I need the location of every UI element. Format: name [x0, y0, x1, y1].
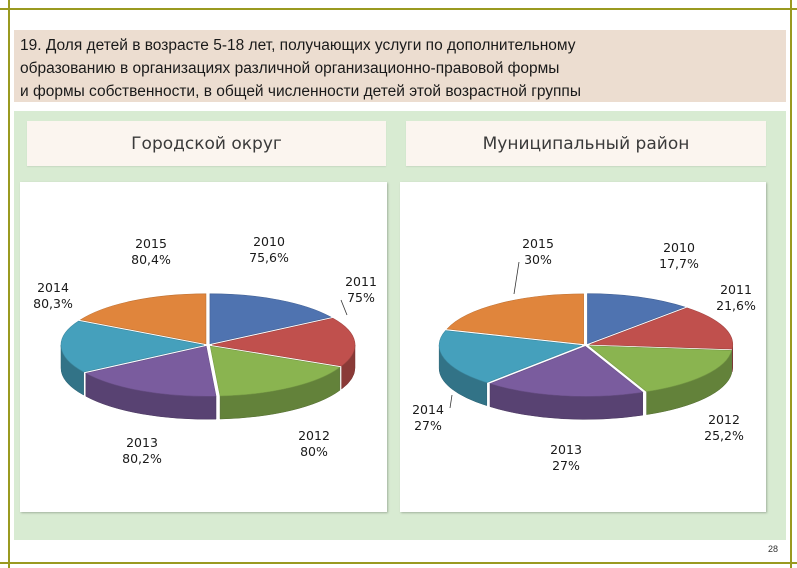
chart-area-city-district: 2010 75,6% 2011 75% 2012 80% 2013 80,2% 2014 80,3…: [20, 182, 387, 512]
slice-label-year-2014: 2014: [37, 280, 69, 295]
leader-line-2014: [449, 394, 453, 409]
pie-slice-2014: [60, 320, 205, 373]
slice-label-value-2011: 21,6%: [716, 298, 756, 313]
slice-label-year-2012: 2012: [298, 428, 330, 443]
pie-slice-2013: [489, 346, 644, 397]
pie-chart-municipal-district: 201017,7%201121,6%201225,2%201327%201427…: [412, 236, 756, 473]
chart-header-municipal-district: Муниципальный район: [406, 121, 766, 166]
slice-label-value-2010: 17,7%: [659, 256, 699, 271]
slice-label-year-2011: 2011: [345, 274, 377, 289]
title-line-1: 19. Доля детей в возрасте 5-18 лет, полу…: [20, 37, 576, 54]
left-decor-line: [8, 0, 10, 568]
slice-label-value-2011: 75%: [347, 290, 375, 305]
slice-label-year-2015: 2015: [135, 236, 167, 251]
footer: 28: [14, 540, 786, 560]
slice-label-value-2013: 27%: [552, 458, 580, 473]
pie-slice-2012: [588, 345, 733, 392]
leader-line-2015: [513, 261, 520, 295]
bottom-decor-line: [0, 562, 797, 564]
pie-slice-2014: [438, 330, 583, 383]
slice-label-value-2012: 25,2%: [704, 428, 744, 443]
pie-slice-2011: [211, 317, 356, 367]
slice-label-value-2013: 80,2%: [122, 451, 162, 466]
slice-label-year-2013: 2013: [126, 435, 158, 450]
slice-label-year-2015: 2015: [522, 236, 554, 251]
page-number: 28: [767, 544, 778, 554]
title-line-2: образованию в организациях различной орг…: [20, 60, 560, 77]
pie-slice-2013: [85, 345, 217, 397]
pie-slice-2011: [589, 307, 733, 350]
slice-label-value-2014: 27%: [414, 418, 442, 433]
slide-title: 19. Доля детей в возрасте 5-18 лет, полу…: [14, 30, 786, 102]
pie-slice-2012: [209, 345, 341, 397]
slice-label-value-2012: 80%: [300, 444, 328, 459]
slice-label-year-2011: 2011: [720, 282, 752, 297]
pie-slice-2015: [446, 293, 584, 345]
slice-label-value-2015: 80,4%: [131, 252, 171, 267]
slice-label-value-2015: 30%: [524, 252, 552, 267]
pie-slice-2015: [79, 293, 207, 345]
chart-area-municipal-district: 2010 17,7% 2011 21,6% 2012 25,2% 2013 27% 2014 27…: [400, 182, 766, 512]
pie-slice-2010: [209, 293, 332, 345]
slice-label-value-2014: 80,3%: [33, 296, 73, 311]
slice-label-year-2014: 2014: [412, 402, 444, 417]
top-decor-line: [0, 8, 797, 10]
slice-label-year-2013: 2013: [550, 442, 582, 457]
leader-line-2011: [340, 299, 348, 316]
slice-label-year-2010: 2010: [253, 234, 285, 249]
slice-label-year-2012: 2012: [708, 412, 740, 427]
title-line-3: и формы собственности, в общей численнос…: [20, 83, 581, 100]
slice-label-value-2010: 75,6%: [249, 250, 289, 265]
pie-slice-2010: [587, 293, 686, 345]
right-decor-line: [790, 0, 792, 568]
chart-header-city-district: Городской округ: [27, 121, 386, 166]
slice-label-year-2010: 2010: [663, 240, 695, 255]
